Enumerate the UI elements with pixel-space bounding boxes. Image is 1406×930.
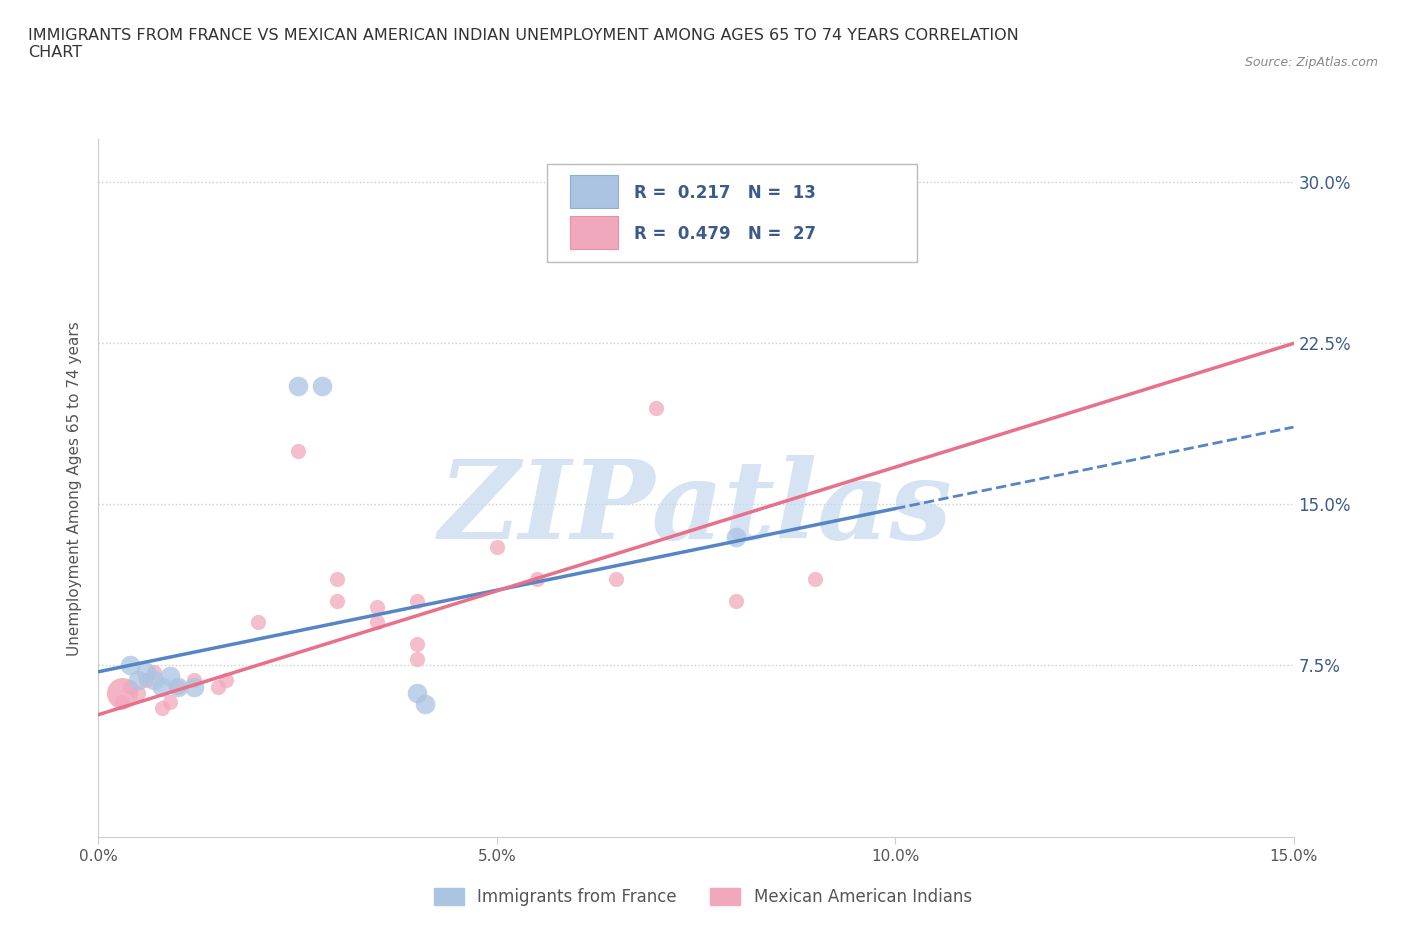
Point — [183, 673, 205, 688]
Point — [167, 679, 190, 694]
Point — [183, 679, 205, 694]
Text: ZIPatlas: ZIPatlas — [439, 456, 953, 563]
Point — [406, 651, 429, 666]
Point — [246, 615, 269, 630]
Point — [645, 400, 668, 415]
Point — [207, 679, 229, 694]
Point — [150, 679, 173, 694]
Point — [215, 673, 238, 688]
Point — [724, 529, 747, 544]
Point — [804, 572, 827, 587]
Point — [326, 572, 349, 587]
Point — [167, 679, 190, 694]
Point — [120, 679, 142, 694]
Legend: Immigrants from France, Mexican American Indians: Immigrants from France, Mexican American… — [427, 881, 979, 912]
Point — [111, 695, 134, 710]
Point — [605, 572, 627, 587]
FancyBboxPatch shape — [547, 164, 917, 261]
Point — [287, 444, 309, 458]
Text: R =  0.479   N =  27: R = 0.479 N = 27 — [634, 224, 815, 243]
Point — [120, 658, 142, 672]
FancyBboxPatch shape — [571, 175, 619, 208]
Point — [287, 379, 309, 393]
Point — [724, 593, 747, 608]
Point — [159, 669, 181, 684]
Point — [111, 685, 134, 700]
Y-axis label: Unemployment Among Ages 65 to 74 years: Unemployment Among Ages 65 to 74 years — [67, 321, 83, 656]
Point — [311, 379, 333, 393]
Point — [143, 664, 166, 679]
Text: IMMIGRANTS FROM FRANCE VS MEXICAN AMERICAN INDIAN UNEMPLOYMENT AMONG AGES 65 TO : IMMIGRANTS FROM FRANCE VS MEXICAN AMERIC… — [28, 28, 1019, 60]
Point — [413, 697, 436, 711]
Point — [127, 685, 149, 700]
Point — [150, 701, 173, 716]
Point — [135, 664, 157, 679]
Point — [135, 673, 157, 688]
Point — [485, 539, 508, 554]
Point — [366, 615, 388, 630]
Point — [526, 572, 548, 587]
Text: Source: ZipAtlas.com: Source: ZipAtlas.com — [1244, 56, 1378, 69]
Point — [143, 673, 166, 688]
Point — [127, 673, 149, 688]
Point — [159, 695, 181, 710]
Point — [326, 593, 349, 608]
Point — [765, 218, 787, 232]
Point — [406, 685, 429, 700]
Point — [406, 636, 429, 651]
Text: R =  0.217   N =  13: R = 0.217 N = 13 — [634, 184, 815, 202]
Point — [366, 600, 388, 615]
Point — [406, 593, 429, 608]
FancyBboxPatch shape — [571, 216, 619, 249]
